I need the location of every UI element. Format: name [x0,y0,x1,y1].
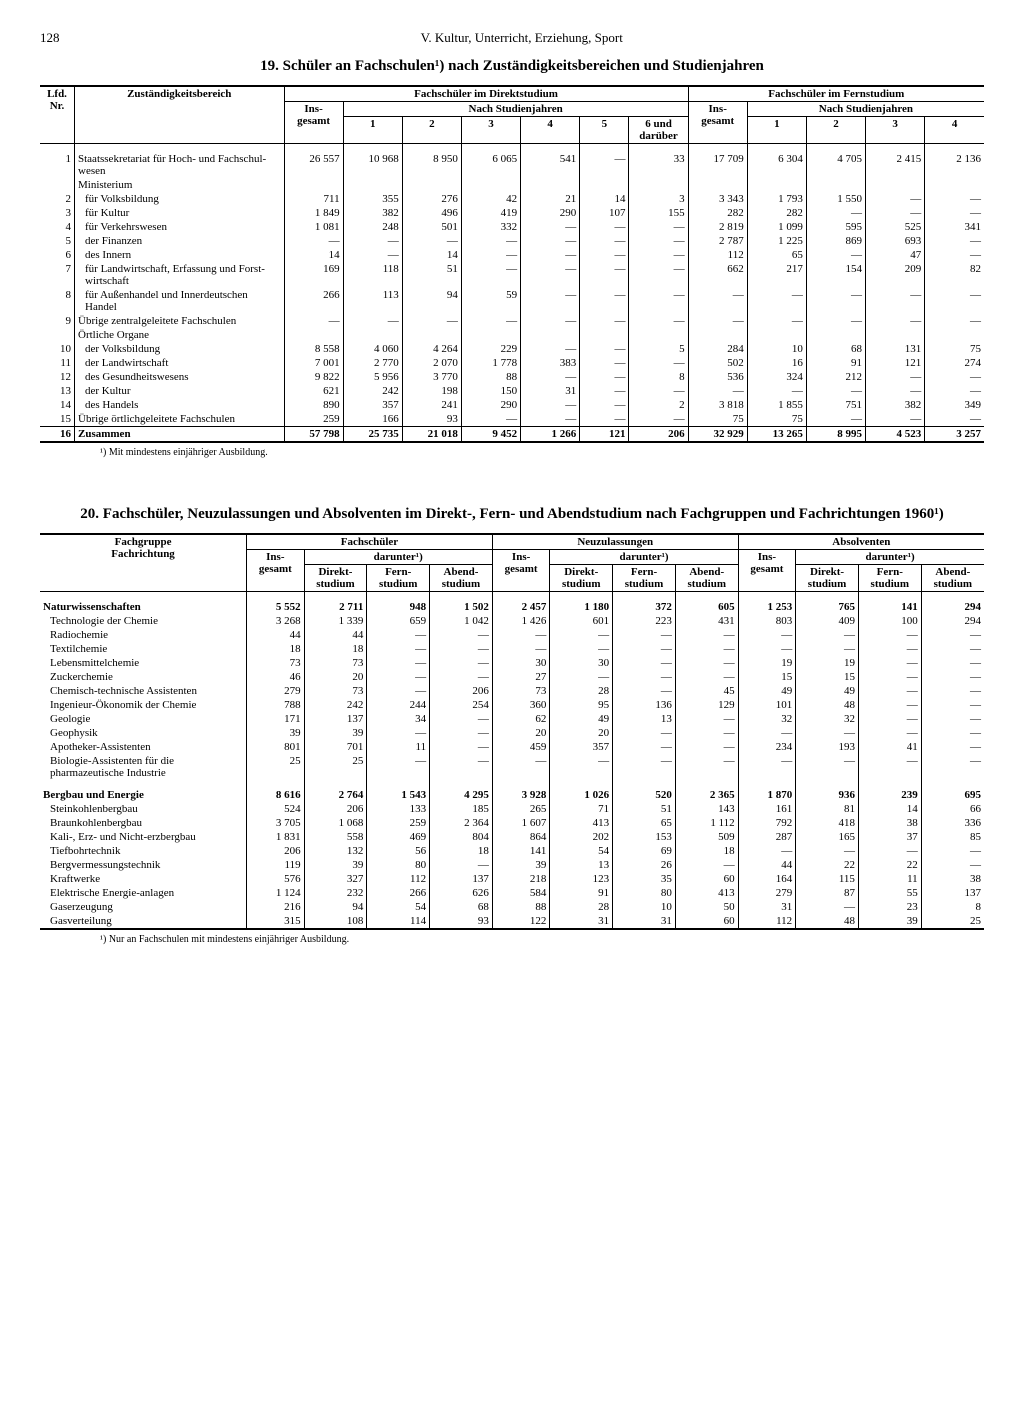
table-row: Lebensmittelchemie7373——3030——1919—— [40,656,984,670]
table-row: Technologie der Chemie3 2681 3396591 042… [40,614,984,628]
table-row: 9Übrige zentralgeleitete Fachschulen————… [40,314,984,328]
table-row: Elektrische Energie-anlagen1 12423226662… [40,886,984,900]
table-20: FachgruppeFachrichtungFachschülerNeuzula… [40,533,984,930]
table-row: Geologie17113734—624913—3232—— [40,712,984,726]
table-row: 16Zusammen57 79825 73521 0189 4521 26612… [40,427,984,443]
table-row: Gasverteilung315108114931223131601124839… [40,914,984,929]
t20-title: 20. Fachschüler, Neuzulassungen und Abso… [40,506,984,523]
table-row: Biologie-Assistenten für die pharmazeuti… [40,754,984,780]
table-row: Apotheker-Assistenten80170111—459357——23… [40,740,984,754]
table-row: Ministerium [40,178,984,192]
table-row: 4für Verkehrswesen1 081248501332———2 819… [40,220,984,234]
table-row: Bergbau und Energie8 6162 7641 5434 2953… [40,788,984,802]
table-row: Naturwissenschaften5 5522 7119481 5022 4… [40,600,984,614]
table-row: 1Staatssekretariat für Hoch- und Fachsch… [40,152,984,178]
table-row: Textilchemie1818—————————— [40,642,984,656]
t19-title: 19. Schüler an Fachschulen¹) nach Zustän… [40,58,984,75]
table-row: 8für Außenhandel und Innerdeutschen Hand… [40,288,984,314]
table-row: 13der Kultur62124219815031——————— [40,384,984,398]
table-row: Steinkohlenbergbau5242061331852657151143… [40,802,984,816]
table-row: 15Übrige örtlichgeleitete Fachschulen259… [40,412,984,427]
table-row: Geophysik3939——2020—————— [40,726,984,740]
table-row: Gaserzeugung2169454688828105031—238 [40,900,984,914]
table-row: 3für Kultur1 849382496419290107155282282… [40,206,984,220]
table-19: Lfd.Nr.ZuständigkeitsbereichFachschüler … [40,85,984,443]
table-row: Bergvermessungstechnik1193980—391326—442… [40,858,984,872]
table-row: 5der Finanzen———————2 7871 225869693— [40,234,984,248]
page-number: 128 [40,30,60,46]
table-row: 6des Innern14—14————11265—47— [40,248,984,262]
table-row: Braunkohlenbergbau3 7051 0682592 3641 60… [40,816,984,830]
table-row: Kali-, Erz- und Nicht-erzbergbau1 831558… [40,830,984,844]
table-row: 11der Landwirtschaft7 0012 7702 0701 778… [40,356,984,370]
table-row: 2für Volksbildung71135527642211433 3431 … [40,192,984,206]
table-row: Kraftwerke576327112137218123356016411511… [40,872,984,886]
table-row: Tiefbohrtechnik2061325618141546918———— [40,844,984,858]
t20-footnote: ¹) Nur an Fachschulen mit mindestens ein… [100,934,984,945]
table-row: Chemisch-technische Assistenten27973—206… [40,684,984,698]
table-row: 12des Gesundheitswesens9 8225 9563 77088… [40,370,984,384]
table-row: Ingenieur-Ökonomik der Chemie78824224425… [40,698,984,712]
table-row: Örtliche Organe [40,328,984,342]
t19-footnote: ¹) Mit mindestens einjähriger Ausbildung… [100,447,984,458]
page-header: 128 V. Kultur, Unterricht, Erziehung, Sp… [40,30,984,46]
table-row: 14des Handels890357241290——23 8181 85575… [40,398,984,412]
table-row: 7für Landwirtschaft, Erfassung und Forst… [40,262,984,288]
table-row: Radiochemie4444—————————— [40,628,984,642]
page-chapter: V. Kultur, Unterricht, Erziehung, Sport [421,30,623,46]
table-row: 10der Volksbildung8 5584 0604 264229——52… [40,342,984,356]
table-row: Zuckerchemie4620——27———1515—— [40,670,984,684]
